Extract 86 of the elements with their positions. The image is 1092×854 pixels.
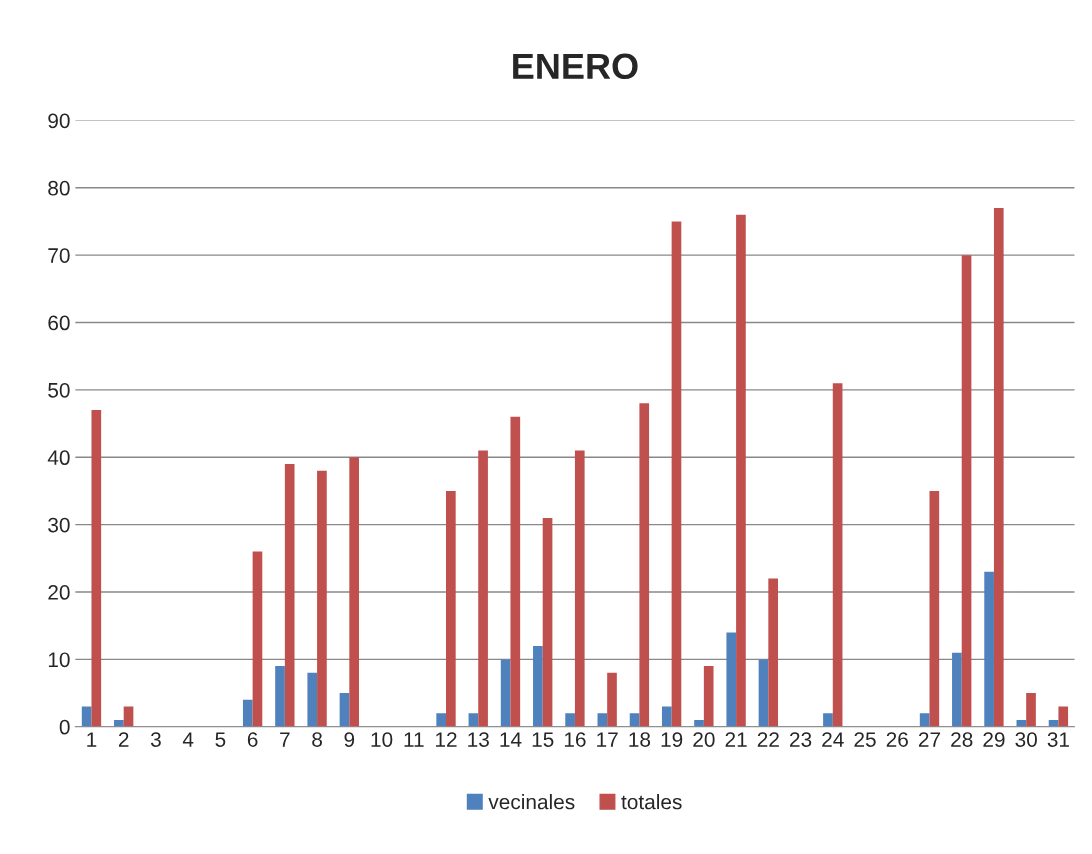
bar bbox=[468, 713, 479, 727]
bar bbox=[639, 403, 650, 727]
x-tick-label: 16 bbox=[564, 732, 586, 747]
y-tick-label: 90 bbox=[48, 113, 70, 129]
bar bbox=[919, 713, 930, 727]
y-tick-label: 0 bbox=[59, 719, 70, 735]
bar bbox=[446, 490, 456, 727]
bar bbox=[961, 255, 972, 727]
x-tick-label: 17 bbox=[597, 732, 618, 747]
x-tick-label: 31 bbox=[1047, 732, 1069, 747]
x-tick-label: 7 bbox=[280, 732, 290, 747]
chart-title: ENERO bbox=[513, 53, 638, 80]
bar bbox=[993, 208, 1004, 727]
bar bbox=[114, 720, 124, 727]
bar bbox=[629, 713, 640, 727]
x-tick-label: 24 bbox=[822, 732, 844, 747]
x-tick-label: 21 bbox=[725, 732, 747, 747]
x-tick-label: 13 bbox=[468, 732, 489, 747]
x-tick-label: 4 bbox=[182, 732, 194, 747]
x-tick-label: 22 bbox=[757, 732, 779, 747]
bar bbox=[661, 706, 672, 727]
x-tick-label: 3 bbox=[150, 732, 161, 747]
bar bbox=[565, 713, 575, 727]
bar bbox=[500, 659, 511, 727]
bar bbox=[1058, 706, 1069, 727]
bar bbox=[607, 672, 617, 727]
bar bbox=[574, 450, 585, 727]
x-tick-label: 1 bbox=[87, 732, 97, 747]
x-tick-label: 15 bbox=[532, 732, 554, 747]
x-tick-label: 19 bbox=[661, 732, 683, 747]
bar bbox=[349, 457, 359, 727]
x-tick-label: 11 bbox=[404, 732, 424, 747]
bar bbox=[242, 699, 253, 727]
x-tick-label: 2 bbox=[118, 732, 129, 747]
bar bbox=[929, 490, 940, 727]
bar bbox=[726, 632, 737, 727]
bar bbox=[736, 214, 746, 727]
x-tick-label: 20 bbox=[693, 732, 715, 747]
y-tick-label: 30 bbox=[48, 517, 70, 533]
bar bbox=[703, 666, 714, 727]
x-tick-label: 26 bbox=[886, 732, 908, 747]
x-tick-label: 12 bbox=[436, 732, 457, 747]
y-tick-label: 10 bbox=[48, 652, 70, 668]
bar bbox=[984, 571, 994, 727]
bar bbox=[832, 383, 843, 727]
x-tick-label: 23 bbox=[790, 732, 812, 747]
x-tick-label: 18 bbox=[629, 732, 651, 747]
bar bbox=[478, 450, 488, 727]
x-tick-label: 28 bbox=[951, 732, 973, 747]
x-tick-label: 8 bbox=[312, 732, 322, 747]
y-tick-label: 20 bbox=[48, 585, 70, 600]
y-tick-label: 50 bbox=[48, 382, 70, 398]
x-tick-label: 9 bbox=[344, 732, 355, 747]
bar bbox=[823, 713, 833, 727]
bar bbox=[671, 221, 682, 727]
x-tick-label: 6 bbox=[247, 732, 258, 747]
bar bbox=[436, 713, 447, 727]
y-tick-label: 60 bbox=[48, 315, 70, 331]
bar bbox=[307, 672, 318, 727]
bar bbox=[952, 652, 962, 727]
bar bbox=[768, 578, 778, 727]
bar bbox=[533, 645, 543, 727]
bar bbox=[542, 517, 553, 727]
legend-label: vecinales bbox=[488, 794, 575, 810]
x-tick-label: 29 bbox=[983, 732, 1005, 747]
bar bbox=[91, 410, 102, 727]
x-tick-label: 10 bbox=[371, 732, 393, 747]
x-tick-label: 14 bbox=[500, 732, 522, 747]
bar bbox=[284, 464, 295, 727]
bar bbox=[339, 693, 350, 727]
bar bbox=[275, 666, 285, 727]
x-tick-label: 27 bbox=[918, 732, 941, 747]
y-tick-label: 40 bbox=[47, 450, 70, 466]
bar bbox=[694, 720, 704, 727]
bar bbox=[252, 551, 263, 727]
legend-label: totales bbox=[621, 794, 682, 810]
bar bbox=[317, 470, 327, 727]
x-tick-label: 30 bbox=[1015, 732, 1037, 747]
x-tick-label: 25 bbox=[854, 732, 876, 747]
y-tick-label: 80 bbox=[48, 180, 70, 196]
bar bbox=[1026, 693, 1036, 727]
x-tick-label: 5 bbox=[215, 732, 226, 747]
bar bbox=[758, 659, 769, 727]
bar bbox=[510, 416, 521, 727]
bar bbox=[597, 713, 608, 727]
y-tick-label: 70 bbox=[48, 248, 70, 263]
